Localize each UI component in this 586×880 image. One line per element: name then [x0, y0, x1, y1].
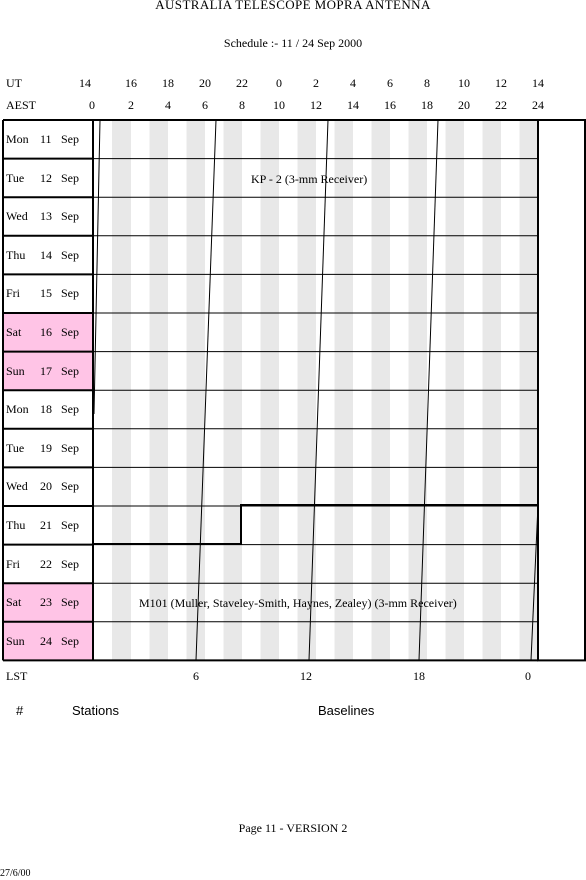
baselines-header: Baselines — [318, 703, 375, 718]
ut-tick: 10 — [458, 76, 470, 90]
day-of-week: Wed — [6, 479, 28, 494]
aest-tick: 24 — [532, 98, 544, 112]
program-label-kp2: KP - 2 (3-mm Receiver) — [251, 172, 368, 186]
program-label-m101: M101 (Muller, Staveley-Smith, Haynes, Ze… — [139, 596, 457, 610]
day-date: 15 — [40, 286, 52, 301]
stations-header: Stations — [72, 703, 119, 718]
ut-tick: 22 — [236, 76, 248, 90]
day-date: 21 — [40, 518, 52, 532]
day-date: 24 — [40, 633, 52, 648]
aest-tick: 2 — [128, 98, 134, 112]
day-month: Sep — [61, 402, 79, 417]
day-of-week: Thu — [6, 247, 26, 262]
day-date: 23 — [40, 595, 52, 610]
day-month: Sep — [61, 440, 79, 455]
aest-tick: 14 — [347, 98, 359, 112]
day-date: 13 — [40, 209, 52, 224]
day-of-week: Tue — [6, 440, 25, 455]
day-of-week: Tue — [6, 170, 25, 185]
ut-tick: 12 — [495, 76, 507, 90]
day-date: 12 — [40, 170, 52, 185]
lst-label: LST — [6, 669, 28, 683]
right-margin-box — [537, 119, 586, 662]
day-month: Sep — [61, 595, 79, 610]
day-of-week: Fri — [6, 286, 21, 301]
lst-tick: 6 — [193, 669, 199, 683]
page-title: AUSTRALIA TELESCOPE MOPRA ANTENNA — [155, 0, 431, 12]
day-month: Sep — [61, 556, 79, 571]
ut-tick: 16 — [125, 76, 137, 90]
aest-tick: 16 — [384, 98, 396, 112]
day-month: Sep — [61, 132, 79, 146]
lst-tick: 12 — [300, 669, 312, 683]
day-of-week: Mon — [6, 402, 29, 417]
ut-tick: 0 — [276, 76, 282, 90]
day-date: 19 — [40, 440, 52, 455]
aest-label: AEST — [6, 98, 36, 112]
day-of-week: Sat — [6, 595, 22, 610]
day-month: Sep — [61, 363, 79, 378]
day-month: Sep — [61, 170, 79, 185]
day-of-week: Sun — [6, 633, 25, 648]
aest-tick: 12 — [310, 98, 322, 112]
day-date: 14 — [40, 247, 52, 262]
aest-tick: 0 — [89, 98, 95, 112]
hash-header: # — [16, 703, 24, 718]
ut-label: UT — [6, 76, 22, 90]
day-month: Sep — [61, 479, 79, 494]
day-month: Sep — [61, 325, 79, 339]
day-month: Sep — [61, 633, 79, 648]
lst-line — [530, 504, 539, 661]
day-date: 22 — [40, 556, 52, 571]
lst-line — [93, 119, 101, 415]
day-date: 18 — [40, 402, 52, 417]
lst-line — [418, 119, 439, 661]
day-of-week: Wed — [6, 209, 28, 224]
day-month: Sep — [61, 247, 79, 262]
day-of-week: Sun — [6, 363, 25, 378]
day-month: Sep — [61, 518, 79, 532]
day-date: 20 — [40, 479, 52, 494]
day-of-week: Mon — [6, 132, 29, 146]
day-month: Sep — [61, 209, 79, 224]
aest-tick: 4 — [165, 98, 171, 112]
lst-line — [195, 119, 217, 661]
aest-tick: 8 — [239, 98, 245, 112]
aest-tick: 18 — [421, 98, 433, 112]
ut-tick: 8 — [424, 76, 430, 90]
ut-tick: 4 — [350, 76, 356, 90]
weekend-cell — [3, 583, 93, 622]
ut-tick: 2 — [313, 76, 319, 90]
ut-tick: 14 — [532, 76, 544, 90]
ut-tick: 18 — [162, 76, 174, 90]
day-date: 17 — [40, 363, 52, 378]
day-of-week: Fri — [6, 556, 21, 571]
lst-tick: 18 — [413, 669, 425, 683]
ut-tick: 6 — [387, 76, 393, 90]
aest-tick: 6 — [202, 98, 208, 112]
lst-tick: 0 — [525, 669, 531, 683]
lst-line — [308, 119, 329, 661]
ut-tick: 20 — [199, 76, 211, 90]
aest-tick: 10 — [273, 98, 285, 112]
schedule-subtitle: Schedule :- 11 / 24 Sep 2000 — [223, 36, 363, 50]
page-version-label: Page 11 - VERSION 2 — [238, 821, 348, 835]
aest-tick: 22 — [495, 98, 507, 112]
program-boundary — [93, 504, 538, 545]
day-month: Sep — [61, 286, 79, 301]
day-date: 16 — [40, 325, 52, 339]
weekend-cell — [3, 621, 93, 661]
day-of-week: Sat — [6, 325, 22, 339]
day-of-week: Thu — [6, 518, 26, 532]
aest-tick: 20 — [458, 98, 470, 112]
ut-tick: 14 — [79, 76, 91, 90]
weekend-cell — [3, 351, 93, 391]
date-stamp: 27/6/00 — [0, 868, 31, 879]
weekend-cell — [3, 313, 93, 352]
day-date: 11 — [40, 132, 52, 146]
